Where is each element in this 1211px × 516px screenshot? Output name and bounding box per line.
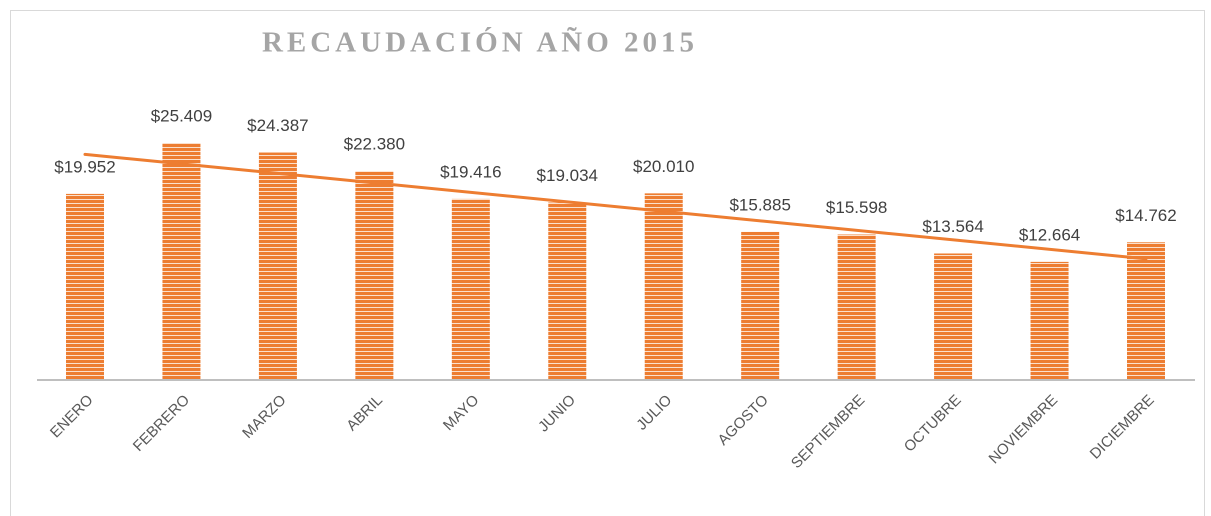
data-label: $20.010 — [633, 157, 694, 176]
data-label: $19.034 — [537, 166, 598, 185]
trendline — [83, 152, 1148, 261]
bar — [258, 152, 297, 380]
x-tick-label: DICIEMBRE — [1087, 392, 1158, 463]
chart-title: RECAUDACIÓN AÑO 2015 — [262, 26, 698, 59]
bar — [644, 193, 683, 380]
x-tick-label: SEPTIEMBRE — [788, 392, 868, 472]
data-label: $22.380 — [344, 135, 405, 154]
x-tick-label: JULIO — [633, 392, 675, 434]
data-label: $24.387 — [247, 116, 308, 135]
x-tick-label: ABRIL — [343, 392, 386, 435]
data-label: $15.885 — [729, 195, 790, 214]
data-label: $25.409 — [151, 106, 212, 125]
x-tick-label: MARZO — [239, 392, 289, 442]
data-label: $13.564 — [922, 217, 983, 236]
bar — [66, 193, 104, 380]
bar — [162, 143, 201, 380]
bar — [355, 171, 394, 380]
bar — [1030, 261, 1069, 380]
x-tick-label: OCTUBRE — [901, 392, 965, 456]
x-tick-label: AGOSTO — [715, 392, 772, 449]
bar — [548, 202, 587, 380]
x-tick-label: NOVIEMBRE — [986, 392, 1062, 468]
data-label: $19.416 — [440, 162, 501, 181]
bar — [451, 198, 490, 380]
x-tick-label: FEBRERO — [130, 392, 193, 455]
bar — [1127, 242, 1165, 380]
x-tick-label: JUNIO — [535, 392, 579, 436]
x-tick-label: MAYO — [440, 392, 482, 434]
data-label: $12.664 — [1019, 225, 1080, 244]
data-label: $15.598 — [826, 198, 887, 217]
chart-border — [10, 10, 1205, 516]
bar — [837, 234, 876, 380]
data-label: $14.762 — [1115, 206, 1176, 225]
data-label: $19.952 — [54, 157, 115, 176]
x-tick-label: ENERO — [47, 392, 97, 442]
bar — [741, 231, 780, 380]
bar — [934, 253, 973, 380]
